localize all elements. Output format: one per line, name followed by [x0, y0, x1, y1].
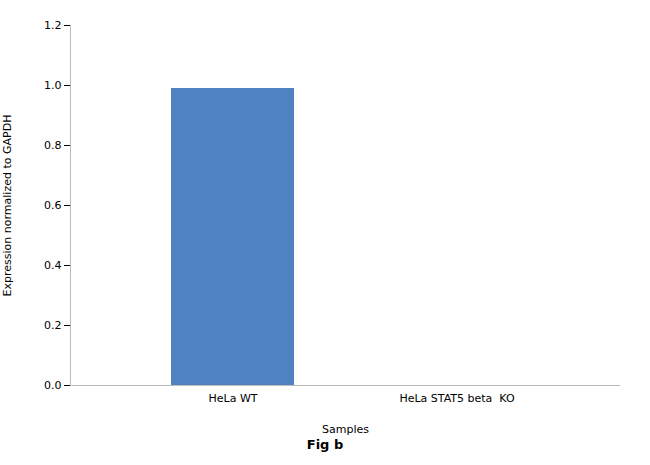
- svg-text:1.0: 1.0: [44, 79, 62, 92]
- svg-text:0.0: 0.0: [44, 379, 62, 392]
- svg-text:HeLa WT: HeLa WT: [208, 392, 257, 405]
- svg-text:0.2: 0.2: [44, 319, 62, 332]
- svg-text:0.6: 0.6: [44, 199, 62, 212]
- svg-text:1.2: 1.2: [44, 19, 62, 32]
- svg-text:0.4: 0.4: [44, 259, 62, 272]
- html-text:Fig b: Fig b: [306, 437, 344, 452]
- svg-text:Samples: Samples: [322, 423, 369, 436]
- svg-text:HeLa STAT5 beta KO: HeLa STAT5 beta KO: [399, 392, 515, 405]
- svg-text:0.8: 0.8: [44, 139, 62, 152]
- svg-text:Expression normalized to GAPDH: Expression normalized to GAPDH: [1, 115, 14, 297]
